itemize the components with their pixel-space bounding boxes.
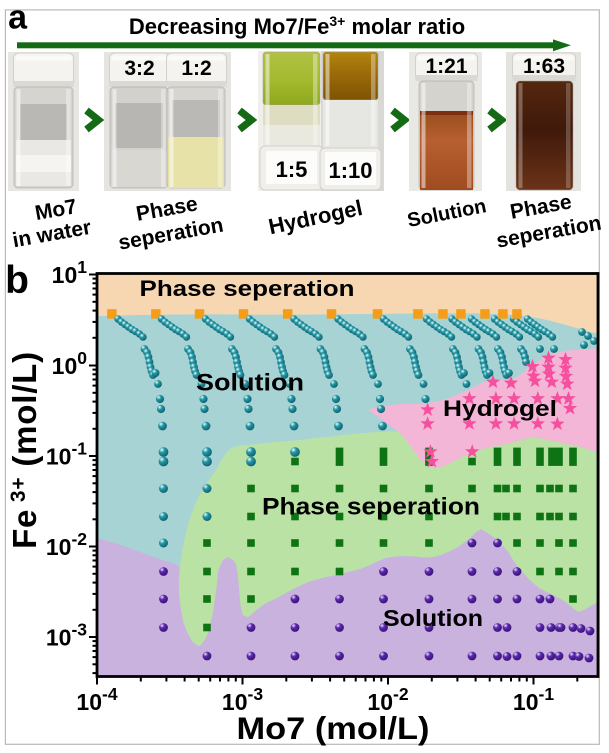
svg-text:1:5: 1:5 — [276, 157, 308, 182]
svg-text:1:10: 1:10 — [328, 158, 372, 183]
svg-text:1:2: 1:2 — [181, 57, 211, 80]
svg-text:1:63: 1:63 — [523, 55, 565, 78]
svg-text:Hydrogel: Hydrogel — [443, 396, 557, 421]
svg-text:b: b — [5, 259, 29, 302]
svg-text:3:2: 3:2 — [124, 57, 154, 80]
svg-text:Solution: Solution — [383, 605, 483, 631]
svg-text:10-2: 10-2 — [46, 529, 87, 560]
svg-text:Solution: Solution — [196, 370, 304, 397]
svg-text:a: a — [8, 0, 28, 37]
svg-text:Decreasing Mo7/Fe3+ molar rati: Decreasing Mo7/Fe3+ molar ratio — [129, 13, 465, 39]
svg-text:1:21: 1:21 — [425, 55, 467, 78]
svg-text:Mo7 (mol/L): Mo7 (mol/L) — [237, 710, 430, 746]
svg-text:Phase seperation: Phase seperation — [262, 494, 480, 521]
svg-text:Fe 3+ (mol/L): Fe 3+ (mol/L) — [6, 351, 43, 549]
svg-text:Phase seperation: Phase seperation — [140, 276, 355, 301]
svg-text:10-1: 10-1 — [46, 439, 87, 470]
